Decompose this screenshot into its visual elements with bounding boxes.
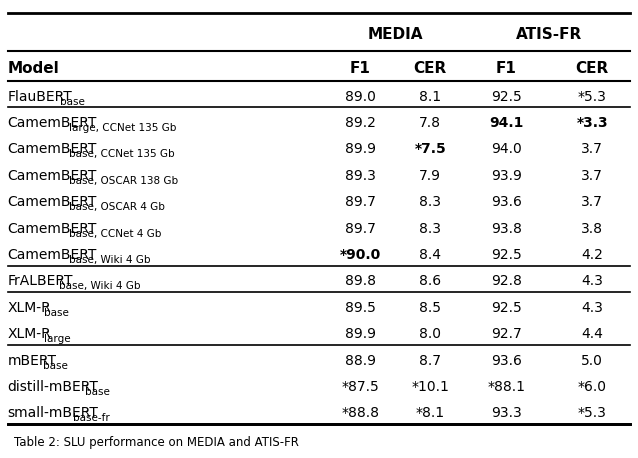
Text: *87.5: *87.5 <box>341 380 379 394</box>
Text: 7.8: 7.8 <box>419 116 441 130</box>
Text: 8.6: 8.6 <box>419 274 441 289</box>
Text: 89.2: 89.2 <box>345 116 376 130</box>
Text: base, Wiki 4 Gb: base, Wiki 4 Gb <box>59 281 140 291</box>
Text: 92.7: 92.7 <box>491 327 522 341</box>
Text: *3.3: *3.3 <box>576 116 608 130</box>
Text: F1: F1 <box>350 61 371 76</box>
Text: FlauBERT: FlauBERT <box>8 89 73 104</box>
Text: 4.3: 4.3 <box>581 301 603 315</box>
Text: 4.3: 4.3 <box>581 274 603 289</box>
Text: base: base <box>60 97 85 107</box>
Text: 7.9: 7.9 <box>419 169 441 183</box>
Text: ATIS-FR: ATIS-FR <box>516 27 582 42</box>
Text: CamemBERT: CamemBERT <box>8 116 97 130</box>
Text: 89.9: 89.9 <box>345 142 376 156</box>
Text: 8.0: 8.0 <box>419 327 441 341</box>
Text: large, CCNet 135 Gb: large, CCNet 135 Gb <box>69 123 176 133</box>
Text: 89.0: 89.0 <box>345 89 376 104</box>
Text: 94.1: 94.1 <box>489 116 524 130</box>
Text: 89.9: 89.9 <box>345 327 376 341</box>
Text: FrALBERT: FrALBERT <box>8 274 73 289</box>
Text: 8.7: 8.7 <box>419 354 441 368</box>
Text: CER: CER <box>413 61 447 76</box>
Text: MEDIA: MEDIA <box>367 27 423 42</box>
Text: 89.3: 89.3 <box>345 169 376 183</box>
Text: base-fr: base-fr <box>73 414 110 423</box>
Text: 89.7: 89.7 <box>345 222 376 235</box>
Text: 92.5: 92.5 <box>491 301 522 315</box>
Text: 93.8: 93.8 <box>491 222 522 235</box>
Text: CamemBERT: CamemBERT <box>8 248 97 262</box>
Text: 89.8: 89.8 <box>345 274 376 289</box>
Text: 92.5: 92.5 <box>491 89 522 104</box>
Text: CamemBERT: CamemBERT <box>8 195 97 209</box>
Text: base, OSCAR 138 Gb: base, OSCAR 138 Gb <box>69 176 178 186</box>
Text: base, CCNet 135 Gb: base, CCNet 135 Gb <box>69 149 174 159</box>
Text: 8.3: 8.3 <box>419 222 441 235</box>
Text: CamemBERT: CamemBERT <box>8 169 97 183</box>
Text: base, CCNet 4 Gb: base, CCNet 4 Gb <box>69 229 161 239</box>
Text: mBERT: mBERT <box>8 354 57 368</box>
Text: 4.4: 4.4 <box>581 327 603 341</box>
Text: 93.3: 93.3 <box>491 406 522 420</box>
Text: Table 2: SLU performance on MEDIA and ATIS-FR: Table 2: SLU performance on MEDIA and AT… <box>14 436 299 449</box>
Text: 3.7: 3.7 <box>581 195 603 209</box>
Text: 8.5: 8.5 <box>419 301 441 315</box>
Text: *7.5: *7.5 <box>414 142 446 156</box>
Text: base: base <box>44 308 69 318</box>
Text: 89.5: 89.5 <box>345 301 376 315</box>
Text: *90.0: *90.0 <box>339 248 381 262</box>
Text: 3.8: 3.8 <box>581 222 603 235</box>
Text: 3.7: 3.7 <box>581 142 603 156</box>
Text: F1: F1 <box>496 61 517 76</box>
Text: distill-mBERT: distill-mBERT <box>8 380 99 394</box>
Text: 8.3: 8.3 <box>419 195 441 209</box>
Text: 94.0: 94.0 <box>491 142 522 156</box>
Text: 93.6: 93.6 <box>491 354 522 368</box>
Text: 93.9: 93.9 <box>491 169 522 183</box>
Text: 8.4: 8.4 <box>419 248 441 262</box>
Text: small-mBERT: small-mBERT <box>8 406 99 420</box>
Text: CamemBERT: CamemBERT <box>8 142 97 156</box>
Text: *8.1: *8.1 <box>415 406 445 420</box>
Text: *6.0: *6.0 <box>577 380 607 394</box>
Text: 93.6: 93.6 <box>491 195 522 209</box>
Text: 92.5: 92.5 <box>491 248 522 262</box>
Text: *10.1: *10.1 <box>412 380 449 394</box>
Text: 8.1: 8.1 <box>419 89 441 104</box>
Text: base, OSCAR 4 Gb: base, OSCAR 4 Gb <box>69 202 165 212</box>
Text: 92.8: 92.8 <box>491 274 522 289</box>
Text: large: large <box>44 334 71 344</box>
Text: CamemBERT: CamemBERT <box>8 222 97 235</box>
Text: base, Wiki 4 Gb: base, Wiki 4 Gb <box>69 255 150 265</box>
Text: CER: CER <box>575 61 609 76</box>
Text: *88.1: *88.1 <box>487 380 525 394</box>
Text: *5.3: *5.3 <box>577 406 607 420</box>
Text: base: base <box>43 360 68 371</box>
Text: XLM-R: XLM-R <box>8 327 52 341</box>
Text: 89.7: 89.7 <box>345 195 376 209</box>
Text: Model: Model <box>8 61 59 76</box>
Text: *88.8: *88.8 <box>341 406 379 420</box>
Text: 4.2: 4.2 <box>581 248 603 262</box>
Text: XLM-R: XLM-R <box>8 301 52 315</box>
Text: base: base <box>85 387 110 397</box>
Text: 3.7: 3.7 <box>581 169 603 183</box>
Text: 5.0: 5.0 <box>581 354 603 368</box>
Text: *5.3: *5.3 <box>577 89 607 104</box>
Text: 88.9: 88.9 <box>345 354 376 368</box>
